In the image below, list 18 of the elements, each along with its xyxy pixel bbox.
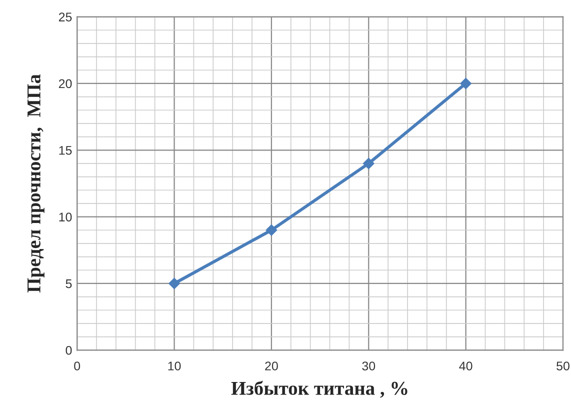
- point: [363, 158, 374, 170]
- y-tick-label: 15: [59, 146, 72, 155]
- y-tick-label: 5: [66, 279, 72, 288]
- point: [168, 278, 180, 290]
- x-tick-label: 10: [168, 362, 181, 370]
- x-tick-label: 50: [556, 362, 570, 370]
- y-tick-label: 25: [58, 12, 72, 22]
- x-tick-label: 0: [74, 362, 80, 370]
- x-axis-title: Избыток титана , %: [231, 380, 408, 398]
- point: [460, 78, 472, 90]
- y-tick-label: 0: [66, 346, 72, 355]
- y-tick-label: 20: [58, 79, 72, 88]
- y-axis-title: Предел прочности, МПа: [28, 74, 44, 293]
- x-tick-label: 30: [362, 362, 376, 370]
- x-tick-label: 20: [265, 362, 278, 370]
- x-tick-label: 40: [459, 362, 472, 370]
- y-tick-label: 10: [59, 212, 72, 222]
- point: [266, 224, 278, 236]
